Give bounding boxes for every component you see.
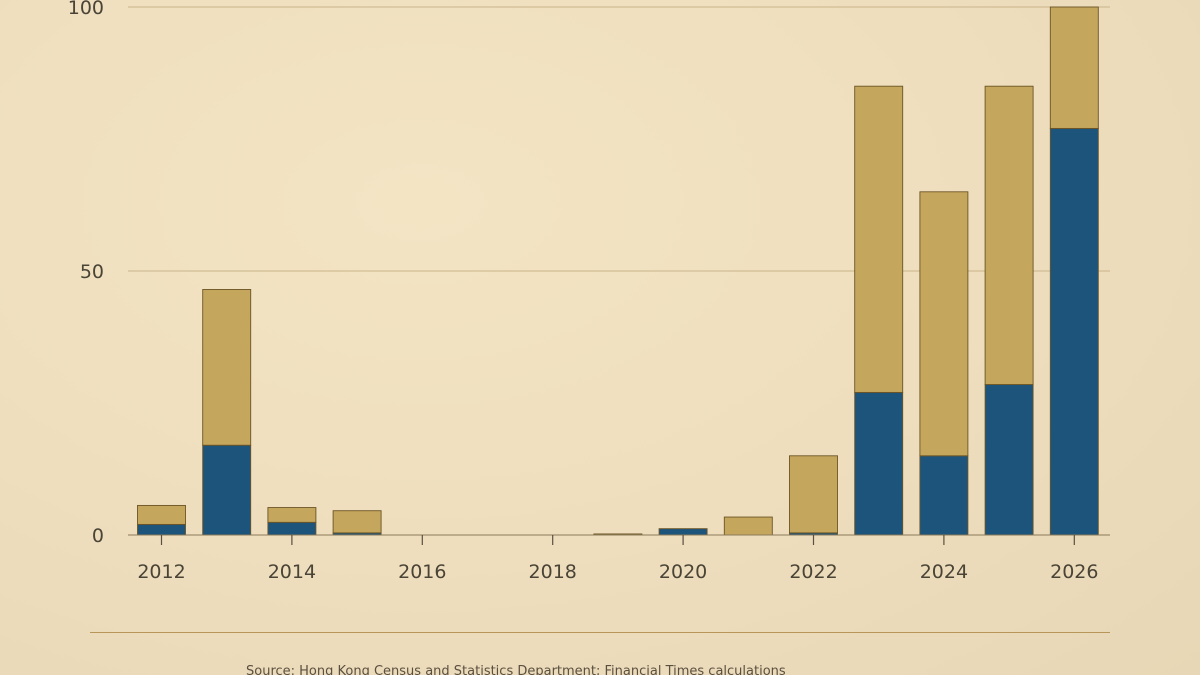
bar-2013-segment-1 [202, 444, 252, 536]
bar-2026-segment-2 [1049, 6, 1099, 129]
bar-2024-segment-1 [919, 455, 969, 536]
x-tick-label: 2020 [659, 561, 707, 583]
bars [137, 6, 1099, 536]
bar-2020-segment-1 [658, 528, 708, 536]
source-note: Source: Hong Kong Census and Statistics … [246, 664, 786, 675]
bar-2025-segment-1 [984, 384, 1034, 536]
bar-2026-segment-1 [1049, 127, 1099, 536]
y-axis-tick-labels: 0 50 100 [68, 0, 104, 547]
bar-2024-segment-2 [919, 191, 969, 457]
bar-2012-segment-1 [137, 523, 186, 536]
x-tick-label: 2022 [789, 561, 837, 583]
y-tick-label: 50 [80, 261, 104, 283]
x-tick-label: 2012 [137, 561, 185, 583]
y-tick-label: 0 [92, 525, 104, 547]
bar-2013-segment-2 [202, 289, 252, 446]
bar-2021-segment-2 [723, 516, 773, 536]
bar-2022-segment-2 [789, 455, 838, 534]
bar-2014-segment-2 [267, 507, 317, 523]
x-tick-label: 2024 [920, 561, 968, 583]
y-tick-label: 100 [68, 0, 104, 19]
x-tick-label: 2016 [398, 561, 446, 583]
bar-2023-segment-1 [854, 391, 904, 536]
x-tick-label: 2026 [1050, 561, 1098, 583]
footer-divider [90, 632, 1110, 633]
bar-2015-segment-2 [332, 510, 382, 534]
x-tick-label: 2014 [268, 561, 316, 583]
bar-2025-segment-2 [984, 85, 1034, 385]
bar-2012-segment-2 [137, 504, 186, 525]
bar-2023-segment-2 [854, 85, 904, 393]
bar-2014-segment-1 [267, 521, 317, 536]
x-tick-label: 2018 [529, 561, 577, 583]
x-axis: 2012 2014 2016 2018 2020 2022 2024 2026 [128, 534, 1110, 583]
